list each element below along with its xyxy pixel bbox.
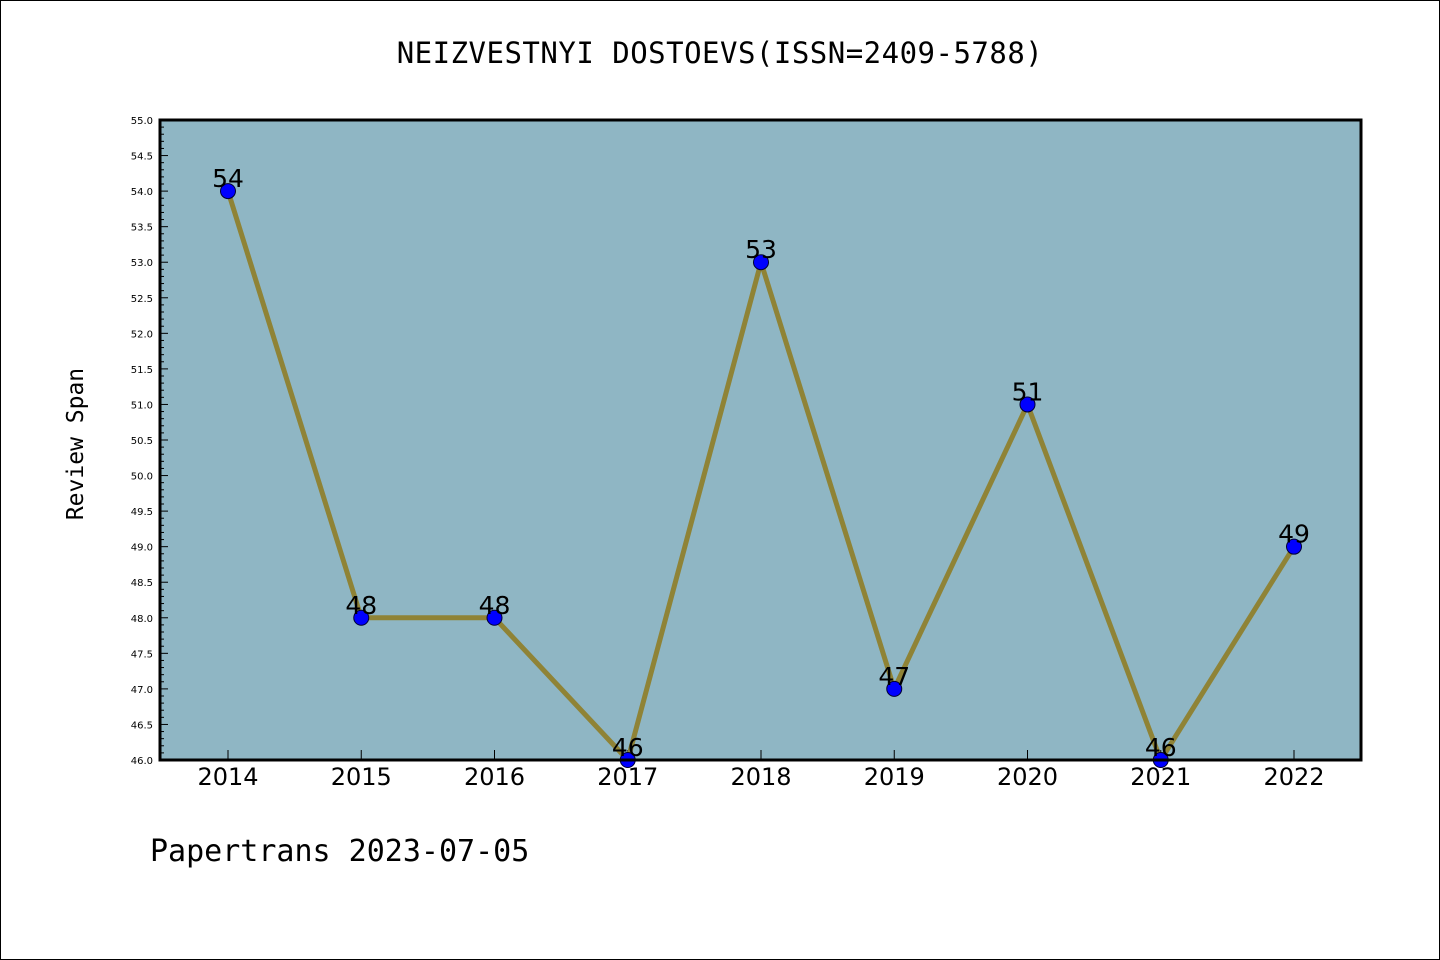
y-tick-label: 54.0 bbox=[131, 187, 153, 198]
x-tick-label: 2022 bbox=[1263, 763, 1324, 791]
footer-text: Papertrans 2023-07-05 bbox=[150, 834, 530, 869]
x-tick-label: 2015 bbox=[331, 763, 392, 791]
x-tick-label: 2016 bbox=[464, 763, 525, 791]
data-point bbox=[220, 183, 236, 200]
x-tick-label: 2020 bbox=[997, 763, 1058, 791]
data-point bbox=[753, 254, 769, 271]
y-tick-label: 51.0 bbox=[131, 400, 153, 411]
y-tick-label: 53.0 bbox=[131, 258, 153, 269]
y-tick-label: 49.5 bbox=[131, 507, 153, 518]
y-axis-ticks: 46.0 46.5 47.0 47.5 48.0 48.5 49.0 49.5 50.0 50.5… bbox=[131, 116, 168, 767]
x-tick-label: 2018 bbox=[730, 763, 791, 791]
y-tick-label: 55.0 bbox=[131, 116, 153, 127]
data-points bbox=[220, 183, 1302, 768]
data-label: 49 bbox=[1278, 520, 1310, 549]
y-tick-label: 47.5 bbox=[131, 649, 153, 660]
data-point bbox=[353, 609, 370, 626]
data-label: 53 bbox=[745, 235, 777, 264]
y-tick-label: 52.0 bbox=[131, 329, 153, 340]
data-point bbox=[1286, 538, 1302, 555]
data-label: 48 bbox=[345, 591, 377, 620]
data-point bbox=[486, 609, 503, 626]
data-label: 48 bbox=[479, 591, 511, 620]
y-tick-label: 47.0 bbox=[131, 685, 153, 696]
plot-area bbox=[160, 120, 1361, 760]
y-tick-label: 53.5 bbox=[131, 223, 153, 234]
y-tick-label: 50.5 bbox=[131, 436, 153, 447]
y-tick-label: 50.0 bbox=[131, 472, 153, 483]
data-point bbox=[1019, 396, 1036, 413]
y-tick-label: 48.0 bbox=[131, 614, 153, 625]
data-point bbox=[886, 680, 903, 697]
y-tick-label: 46.5 bbox=[131, 720, 153, 731]
y-tick-label: 52.5 bbox=[131, 294, 153, 305]
data-label: 46 bbox=[1145, 733, 1177, 762]
y-tick-label: 48.5 bbox=[131, 578, 153, 589]
x-tick-label: 2019 bbox=[864, 763, 925, 791]
data-label: 47 bbox=[878, 662, 910, 691]
data-labels: 54 48 48 46 53 47 51 46 49 bbox=[212, 164, 1310, 762]
chart-title: NEIZVESTNYI DOSTOEVS(ISSN=2409-5788) bbox=[396, 36, 1044, 70]
data-label: 46 bbox=[612, 733, 644, 762]
data-label: 54 bbox=[212, 164, 244, 193]
y-tick-label: 51.5 bbox=[131, 365, 153, 376]
plot-frame bbox=[158, 118, 1363, 762]
y-tick-label: 49.0 bbox=[131, 543, 153, 554]
x-tick-label: 2014 bbox=[197, 763, 258, 791]
data-label: 51 bbox=[1012, 377, 1044, 406]
y-tick-label: 46.0 bbox=[131, 756, 153, 767]
y-tick-label: 54.5 bbox=[131, 152, 153, 163]
